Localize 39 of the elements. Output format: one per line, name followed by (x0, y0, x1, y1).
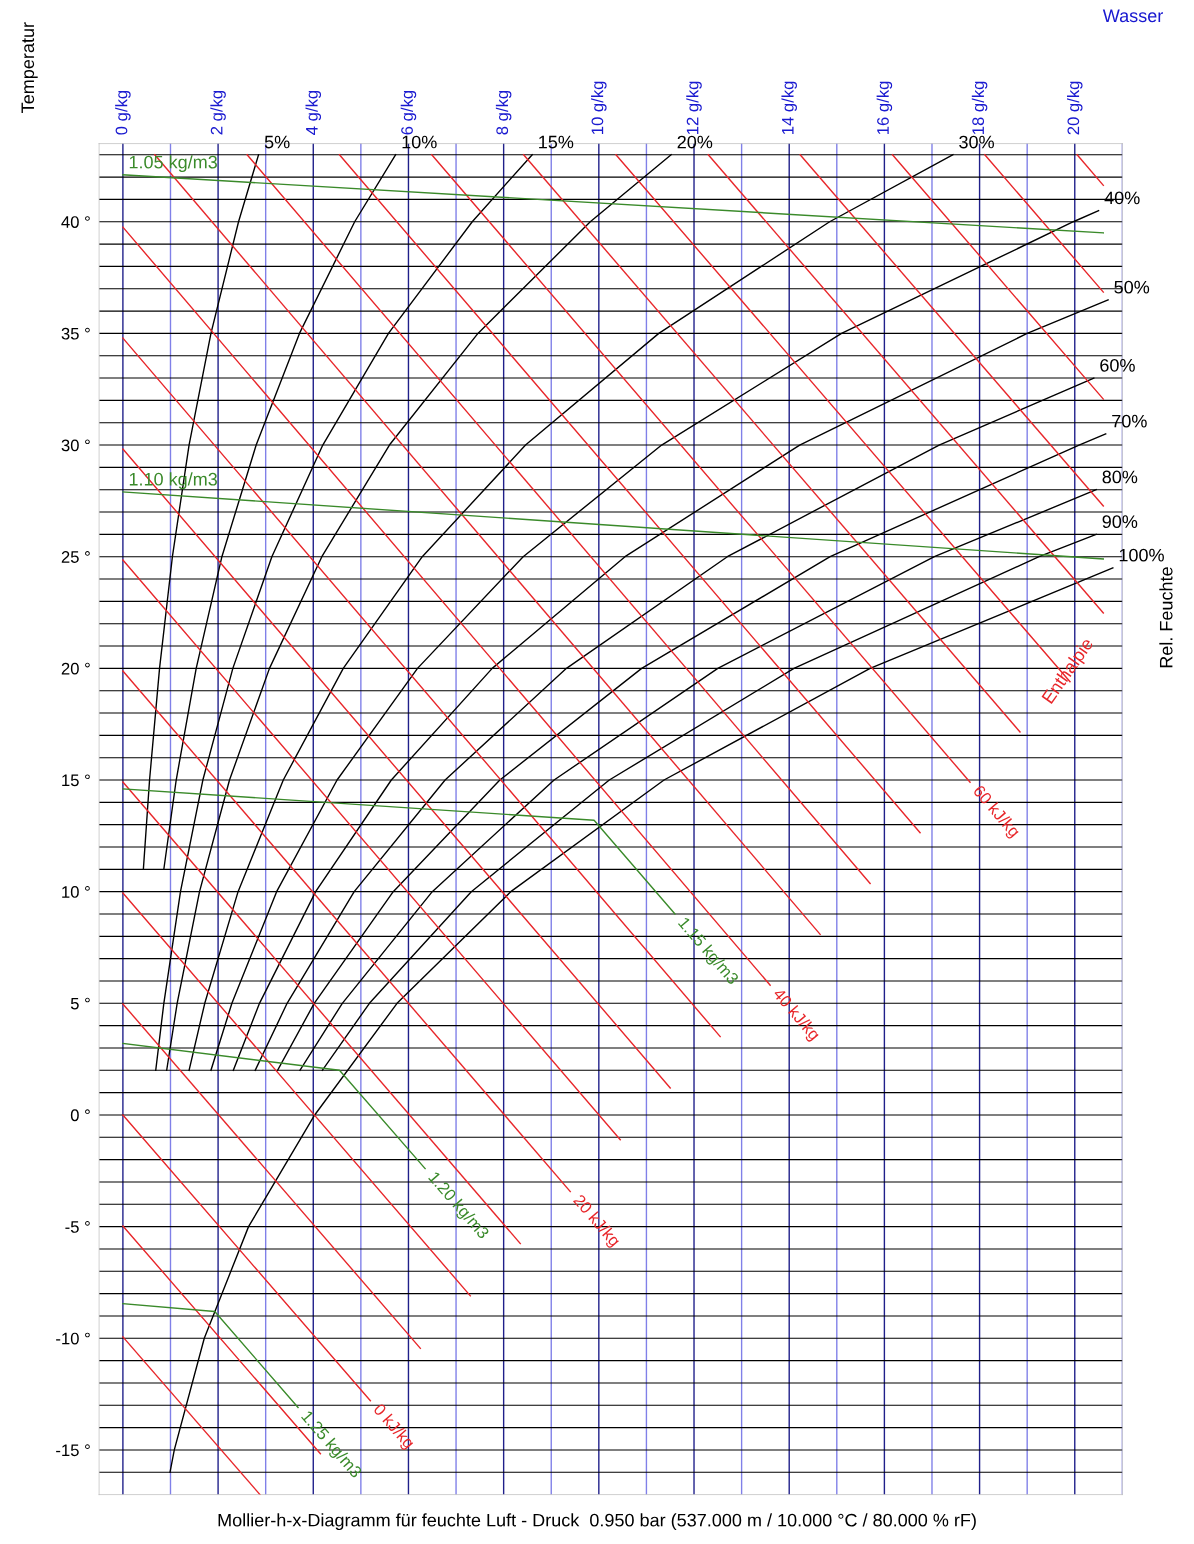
series-label: 20% (677, 135, 713, 149)
y-axis-title: Temperatur (21, 22, 38, 113)
y-tick-label: 5 ° (70, 997, 90, 1010)
x-tick-label: 0 g/kg (115, 90, 131, 135)
y-tick-label: -10 ° (56, 1332, 90, 1345)
series-label: 15% (539, 135, 574, 149)
y-tick-label: 25 ° (61, 551, 90, 563)
series-label: 90% (1102, 515, 1138, 529)
series-label: 80% (1102, 470, 1138, 484)
y-tick-label: -5 ° (65, 1221, 90, 1233)
x-tick-label: 8 g/kg (495, 90, 512, 135)
y-tick-label: 35 ° (61, 327, 90, 340)
x-tick-label: 20 g/kg (1067, 81, 1083, 135)
text: Mollier-h-x-Diagramm für feuchte Luft - Druck 0.950 bar (537.000 m / 10.000 °C / 80.000 % rF) (218, 1513, 976, 1531)
x-tick-label: 14 g/kg (781, 81, 797, 134)
series-label: 40% (1104, 191, 1140, 205)
text: Rel. Feuchte (1159, 567, 1173, 668)
x-tick-label: 6 g/kg (400, 90, 417, 135)
series-label: 10% (402, 135, 437, 149)
x-tick-label: 2 g/kg (210, 90, 226, 135)
y-tick-label: -15 ° (56, 1444, 90, 1457)
y-tick-label: 40 ° (61, 216, 90, 228)
y-tick-label: 15 ° (62, 774, 90, 787)
y-tick-label: 10 ° (62, 886, 90, 898)
y-tick-label: 30 ° (61, 439, 90, 452)
series-label: 70% (1112, 414, 1147, 428)
x-tick-label: 16 g/kg (876, 81, 893, 134)
y-tick-label: 0 ° (70, 1109, 90, 1122)
series-label: 100% (1119, 548, 1164, 562)
x-tick-label: 4 g/kg (305, 90, 322, 135)
x-tick-label: 10 g/kg (591, 81, 607, 134)
series-label: 50% (1114, 280, 1150, 294)
series-label: 5% (264, 135, 290, 149)
x-axis-title: Wasser (1102, 9, 1163, 23)
series-label: 60% (1100, 358, 1135, 372)
x-tick-label: 18 g/kg (971, 81, 988, 134)
y-tick-label: 20 ° (61, 662, 90, 675)
x-tick-label: 12 g/kg (686, 81, 702, 134)
series-label: 30% (959, 135, 994, 149)
